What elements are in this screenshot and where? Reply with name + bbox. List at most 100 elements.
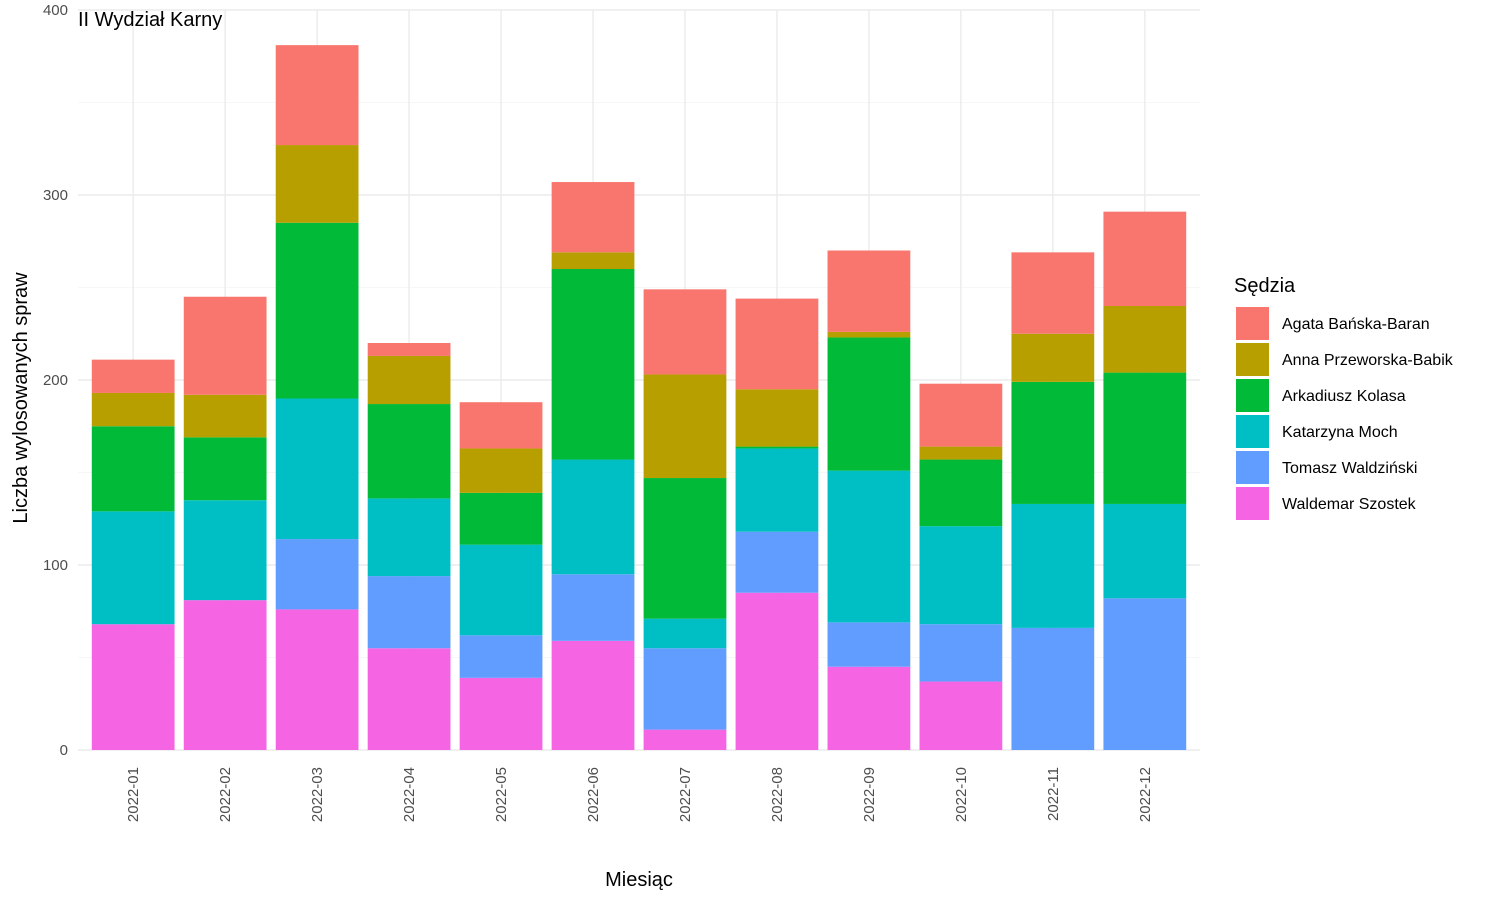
bar-segment: [1011, 627, 1095, 750]
bar-segment: [1103, 211, 1187, 306]
y-tick-label: 300: [43, 187, 68, 204]
bar-segment: [643, 478, 727, 619]
legend: Sędzia Agata Bańska-Baran Anna Przeworska…: [1234, 275, 1454, 520]
legend-label: Tomasz Waldziński: [1282, 460, 1417, 477]
y-tick-label: 100: [43, 557, 68, 574]
bar-segment: [1103, 306, 1187, 373]
bar-segment: [91, 624, 175, 750]
legend-swatch: [1236, 379, 1269, 412]
legend-label: Waldemar Szostek: [1282, 496, 1417, 513]
x-tick-label: 2022-08: [769, 767, 786, 822]
bar-segment: [551, 459, 635, 575]
bar-segment: [367, 343, 451, 356]
bar-segment: [367, 576, 451, 649]
bar-segment: [643, 648, 727, 730]
legend-label: Anna Przeworska-Babik: [1282, 352, 1454, 369]
x-axis-title: Miesiąc: [605, 869, 673, 891]
bar-segment: [735, 592, 819, 750]
legend-swatch: [1236, 451, 1269, 484]
bar-segment: [275, 609, 359, 750]
legend-title: Sędzia: [1234, 275, 1296, 297]
bar-segment: [275, 222, 359, 399]
bar-segment: [919, 446, 1003, 460]
legend-label: Agata Bańska-Baran: [1282, 316, 1430, 333]
bar-segment: [643, 289, 727, 375]
bar-segment: [275, 145, 359, 223]
bar-segment: [367, 498, 451, 577]
bar-segment: [459, 448, 543, 493]
bar-segment: [459, 677, 543, 750]
bar-segment: [459, 635, 543, 678]
x-tick-label: 2022-03: [309, 767, 326, 822]
x-tick-label: 2022-01: [125, 767, 142, 822]
x-tick-label: 2022-10: [953, 767, 970, 822]
bar-segment: [367, 648, 451, 750]
y-tick-label: 0: [60, 742, 68, 759]
bar-segment: [827, 331, 911, 338]
bar-segment: [1011, 333, 1095, 382]
bar-segment: [459, 492, 543, 545]
bar-segment: [1011, 503, 1095, 628]
bar-segment: [735, 446, 819, 449]
bar-segment: [183, 437, 267, 501]
y-tick-label: 400: [43, 2, 68, 19]
legend-swatch: [1236, 415, 1269, 448]
bar-segment: [919, 459, 1003, 527]
bar-segment: [183, 394, 267, 438]
bar-segment: [827, 470, 911, 623]
legend-label: Arkadiusz Kolasa: [1282, 388, 1406, 405]
x-tick-label: 2022-11: [1045, 767, 1062, 821]
bar-segment: [643, 618, 727, 649]
chart-title: II Wydział Karny: [78, 9, 222, 31]
bar-segment: [551, 252, 635, 269]
bar-segment: [827, 250, 911, 332]
bar-segment: [275, 45, 359, 146]
bar-segment: [1103, 372, 1187, 504]
bar-segment: [91, 511, 175, 625]
bar-segment: [551, 574, 635, 641]
bar-segment: [1011, 252, 1095, 334]
bar-segment: [367, 404, 451, 499]
bar-segment: [735, 448, 819, 532]
bar-segment: [827, 622, 911, 667]
bar-segment: [1103, 598, 1187, 750]
bar-segment: [919, 681, 1003, 750]
y-axis-title: Liczba wylosowanych spraw: [10, 272, 32, 524]
bar-segment: [551, 640, 635, 750]
bar-segment: [91, 392, 175, 427]
x-tick-label: 2022-12: [1137, 767, 1154, 822]
bar-segment: [183, 500, 267, 601]
legend-swatch: [1236, 343, 1269, 376]
bar-segment: [183, 600, 267, 750]
legend-label: Katarzyna Moch: [1282, 424, 1398, 441]
bar-segment: [459, 402, 543, 449]
x-tick-label: 2022-06: [585, 767, 602, 822]
bar-segment: [551, 269, 635, 460]
bar-segment: [91, 426, 175, 512]
bar-segment: [367, 355, 451, 405]
x-tick-label: 2022-07: [677, 767, 694, 822]
bar-segment: [827, 666, 911, 750]
x-tick-label: 2022-09: [861, 767, 878, 822]
y-axis-ticks: 0 100 200 300 400: [43, 2, 68, 759]
bar-segment: [551, 182, 635, 253]
bar-segment: [735, 531, 819, 593]
bar-segment: [1011, 381, 1095, 504]
bar-segment: [643, 729, 727, 750]
bar-segment: [919, 624, 1003, 682]
bars: [91, 45, 1187, 750]
bar-segment: [919, 526, 1003, 625]
bar-segment: [1103, 503, 1187, 599]
bar-segment: [827, 337, 911, 471]
bar-segment: [91, 359, 175, 393]
x-tick-label: 2022-02: [217, 767, 234, 822]
bar-segment: [735, 298, 819, 390]
y-tick-label: 200: [43, 372, 68, 389]
bar-segment: [275, 539, 359, 610]
legend-swatch: [1236, 307, 1269, 340]
bar-segment: [183, 296, 267, 395]
x-axis-ticks: 2022-01 2022-02 2022-03 2022-04 2022-05 2022-…: [125, 767, 1154, 822]
x-tick-label: 2022-05: [493, 767, 510, 822]
x-tick-label: 2022-04: [401, 767, 418, 822]
